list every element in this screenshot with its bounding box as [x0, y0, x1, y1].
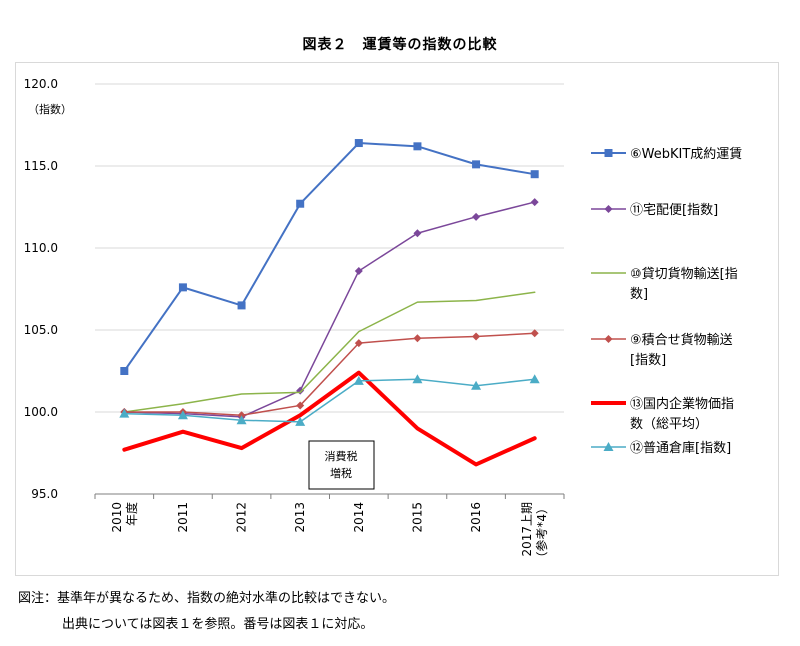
data-point-marker	[296, 386, 305, 395]
x-tick-label-text: 2013	[293, 502, 307, 533]
x-tick-label: 2011	[176, 502, 190, 533]
x-tick-label: 2015	[410, 502, 424, 533]
data-point-marker	[471, 380, 482, 390]
data-point-marker	[120, 367, 129, 375]
line-chart: 120.0 115.0 110.0 105.0 100.0 95.0 （指数） 2010年度 2…	[24, 77, 743, 564]
legend-label: ⑨積合せ貨物輸送[指数]	[630, 332, 733, 368]
data-point-marker	[472, 160, 481, 169]
legend-label: ⑫普通倉庫[指数]	[630, 441, 731, 456]
data-point-marker	[178, 283, 187, 292]
y-axis-label: （指数）	[28, 102, 72, 116]
series-line	[123, 142, 536, 372]
series-line	[123, 378, 536, 423]
data-point-marker	[353, 375, 364, 385]
legend-label: ⑪宅配便[指数]	[630, 203, 718, 218]
x-tick-label: 2017上期（参考*4）	[520, 502, 549, 564]
annotation-text: 消費税増税	[325, 449, 358, 480]
data-point-marker	[237, 301, 246, 310]
x-tick-label: 2013	[293, 502, 307, 533]
data-point-marker	[604, 205, 613, 213]
data-point-marker	[472, 212, 481, 221]
legend-label: ⑩貸切貨物輸送[指数]	[630, 266, 738, 302]
legend-label: ⑬国内企業物価指数（総平均）	[630, 396, 734, 432]
data-point-marker	[472, 332, 481, 341]
series-line	[123, 201, 536, 418]
x-tick-label-text: 2010年度	[110, 502, 139, 533]
x-tick-label-text: 2011	[176, 502, 190, 533]
note-line-2: 出典については図表１を参照。番号は図表１に対応。	[62, 617, 374, 632]
x-tick-label-text: 2017上期（参考*4）	[520, 502, 549, 564]
note-line-1: 図注：基準年が異なるため、指数の絶対水準の比較はできない。	[18, 591, 396, 606]
data-point-marker	[412, 374, 423, 384]
data-point-marker	[354, 266, 363, 275]
data-point-marker	[354, 139, 363, 148]
data-point-marker	[413, 142, 422, 151]
data-point-marker	[530, 329, 539, 338]
series-line	[122, 370, 537, 467]
data-point-marker	[119, 408, 130, 418]
x-tick-label: 2010年度	[110, 502, 139, 533]
chart-frame: 120.0 115.0 110.0 105.0 100.0 95.0 （指数） 2010年度 2…	[15, 62, 779, 576]
data-point-marker	[530, 198, 539, 207]
legend-label: ⑥WebKIT成約運賃	[630, 147, 742, 162]
x-tick-label-text: 2016	[469, 502, 483, 533]
x-tick-label-text: 2014	[352, 502, 366, 533]
y-tick-label: 95.0	[31, 487, 58, 501]
y-tick-label: 110.0	[24, 241, 58, 255]
series-line	[123, 291, 536, 413]
data-point-marker	[413, 229, 422, 238]
data-point-marker	[604, 335, 613, 343]
data-point-marker	[530, 170, 539, 179]
x-tick-label: 2016	[469, 502, 483, 533]
y-tick-label: 100.0	[24, 405, 58, 419]
data-point-marker	[354, 339, 363, 348]
y-tick-label: 115.0	[24, 159, 58, 173]
data-point-marker	[296, 199, 305, 208]
y-tick-label: 105.0	[24, 323, 58, 337]
data-point-marker	[236, 415, 247, 425]
data-point-marker	[296, 401, 305, 410]
data-point-marker	[604, 149, 613, 157]
x-tick-label-text: 2012	[235, 502, 249, 533]
x-tick-label: 2012	[235, 502, 249, 533]
data-point-marker	[603, 442, 614, 451]
data-point-marker	[529, 374, 540, 384]
chart-title: 図表２ 運賃等の指数の比較	[302, 37, 498, 53]
x-tick-label: 2014	[352, 502, 366, 533]
series-line	[123, 332, 536, 417]
data-point-marker	[413, 334, 422, 343]
annotation-box	[308, 440, 375, 490]
figure-notes: 図注：基準年が異なるため、指数の絶対水準の比較はできない。 出典については図表１…	[18, 586, 395, 638]
data-point-marker	[177, 410, 188, 420]
data-point-marker	[295, 416, 306, 426]
y-tick-label: 120.0	[24, 77, 58, 91]
x-tick-label-text: 2015	[410, 502, 424, 533]
